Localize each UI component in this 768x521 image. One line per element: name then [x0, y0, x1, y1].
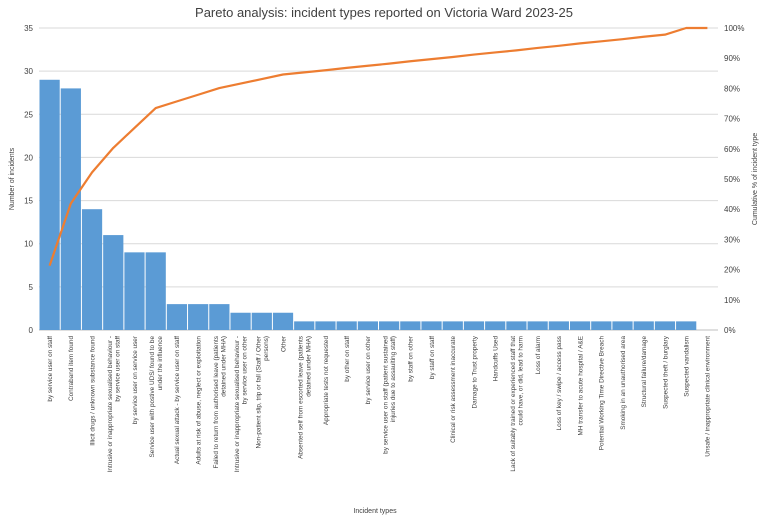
- cumulative-line: [48, 26, 708, 267]
- bar: [103, 235, 124, 330]
- category-label: Intrusive or inappropriate sexualised be…: [107, 336, 122, 473]
- bar: [315, 321, 336, 330]
- bar: [591, 321, 612, 330]
- category-label: Potential Working Time Directive Breach: [599, 336, 606, 451]
- y2-tick-label: 40%: [724, 205, 740, 214]
- category-label: Suspected theft / burglary: [662, 335, 669, 409]
- category-label: MH transfer to acute hospital / A&E: [577, 336, 584, 435]
- bars: [39, 79, 697, 331]
- bar: [188, 304, 209, 330]
- y-tick-label: 15: [24, 197, 33, 206]
- y-tick-label: 5: [29, 283, 34, 292]
- category-label: Actual sexual attack - by service user o…: [174, 336, 181, 464]
- chart-title: Pareto analysis: incident types reported…: [195, 5, 573, 20]
- category-label: Absented self from escorted leave (patie…: [298, 336, 313, 459]
- y2-tick-label: 20%: [724, 266, 740, 275]
- category-label: Smoking in an unauthorised area: [620, 336, 627, 430]
- category-label: Other: [280, 335, 287, 352]
- category-label: Loss of key / swipe / access pass: [556, 336, 563, 430]
- category-labels: by service user on staff Contraband item …: [47, 335, 712, 472]
- bar: [569, 321, 591, 330]
- y-tick-label: 0: [29, 326, 34, 335]
- y-tick-label: 10: [24, 240, 33, 249]
- category-label: Lack of suitably trained or experienced …: [510, 336, 525, 472]
- category-label: Intrusive or inappropriate sexualised be…: [234, 335, 249, 472]
- y2-tick-label: 50%: [724, 175, 740, 184]
- right-axis-ticks: 0% 10% 20% 30% 40% 50% 60% 70% 80% 90% 100%: [724, 24, 744, 335]
- category-label: Damage to Trust property: [471, 335, 478, 408]
- category-label: Clinical or risk assessment inaccurate: [450, 336, 457, 443]
- category-label: by service user on service user: [132, 335, 139, 424]
- category-label: Suspected vandalism: [683, 336, 690, 397]
- category-label: Unsafe / inappropriate clinical environm…: [705, 336, 712, 457]
- y2-tick-label: 0%: [724, 326, 736, 335]
- category-label: Adults at risk of abuse, neglect or expl…: [195, 336, 202, 465]
- bar: [612, 321, 633, 330]
- bar: [39, 79, 60, 331]
- category-label: Contraband item found: [68, 336, 75, 401]
- category-label: Appropriate tests not requested: [323, 336, 330, 426]
- bar: [209, 304, 230, 330]
- bar: [251, 312, 272, 330]
- bar: [336, 321, 357, 330]
- bar: [506, 321, 527, 330]
- y2-tick-label: 90%: [724, 54, 740, 63]
- category-label: Loss of alarm: [535, 336, 542, 374]
- bar: [272, 312, 294, 330]
- bar: [400, 321, 421, 330]
- bar: [676, 321, 697, 330]
- category-label: by staff on staff: [429, 336, 436, 379]
- bar: [60, 88, 81, 331]
- category-label: by other on staff: [344, 336, 351, 382]
- y2-tick-label: 100%: [724, 24, 744, 33]
- category-label: Illicit drugs / unknown substance found: [89, 336, 96, 446]
- bar: [166, 304, 188, 330]
- bar: [527, 321, 548, 330]
- left-axis-ticks: 0 5 10 15 20 25 30 35: [24, 24, 33, 335]
- bar: [357, 321, 378, 330]
- category-label: by service user on other: [365, 335, 372, 404]
- bar: [654, 321, 676, 330]
- bar: [442, 321, 463, 330]
- y2-tick-label: 30%: [724, 235, 740, 244]
- y2-tick-label: 80%: [724, 84, 740, 93]
- bar: [463, 321, 485, 330]
- category-label: by staff on other: [408, 335, 415, 382]
- y-axis-title: Number of incidents: [9, 147, 16, 210]
- bar: [81, 209, 103, 330]
- category-label: Failed to return from authorised leave (…: [213, 336, 228, 469]
- x-axis-title: Incident types: [353, 508, 397, 515]
- cumulative-line-path: [48, 26, 708, 267]
- bar: [294, 321, 315, 330]
- category-label: Non-patient slip, trip or fall (Staff / …: [255, 335, 270, 448]
- bar: [379, 321, 400, 330]
- bar: [124, 252, 145, 330]
- bar: [485, 321, 506, 330]
- y2-axis-title: Cumulative % of incident type: [752, 133, 759, 225]
- category-label: Handcuffs Used: [493, 336, 500, 382]
- category-label: Service user with postive UDS/ found to …: [149, 336, 164, 458]
- y2-tick-label: 70%: [724, 115, 740, 124]
- y-tick-label: 35: [24, 24, 33, 33]
- y2-tick-label: 10%: [724, 296, 740, 305]
- category-label: by service user on staff: [47, 336, 54, 402]
- bar: [145, 252, 166, 330]
- y-tick-label: 25: [24, 110, 33, 119]
- bar: [230, 312, 251, 330]
- bar: [633, 321, 654, 330]
- y-tick-label: 30: [24, 67, 33, 76]
- category-label: by service user on staff (patient sustai…: [383, 336, 398, 454]
- y-tick-label: 20: [24, 153, 33, 162]
- category-label: Structural failure/damage: [641, 336, 648, 408]
- bar: [548, 321, 569, 330]
- bar: [421, 321, 442, 330]
- y2-tick-label: 60%: [724, 145, 740, 154]
